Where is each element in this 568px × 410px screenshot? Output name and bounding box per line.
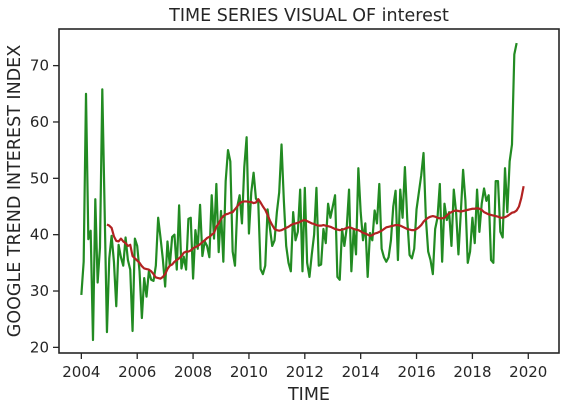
chart-title: TIME SERIES VISUAL OF interest	[168, 6, 449, 26]
y-tick-label: 70	[30, 57, 49, 75]
plot-frame	[58, 28, 560, 354]
x-tick-label: 2020	[509, 363, 547, 381]
series-line-1	[106, 185, 525, 280]
x-axis: 2004 2006 2008 2010 2012 2014 2016 2018 2020	[62, 353, 547, 381]
y-tick-label: 40	[30, 226, 49, 244]
x-tick-label: 2014	[342, 363, 380, 381]
x-axis-label: TIME	[287, 385, 330, 405]
y-tick-label: 30	[30, 282, 49, 300]
y-tick-label: 60	[30, 113, 49, 131]
x-tick-label: 2018	[453, 363, 491, 381]
x-tick-label: 2012	[286, 363, 324, 381]
y-tick-label: 20	[30, 338, 49, 356]
x-tick-label: 2008	[174, 363, 212, 381]
x-tick-label: 2010	[230, 363, 268, 381]
x-tick-label: 2006	[118, 363, 156, 381]
plot-lines	[80, 42, 525, 342]
series-line-0	[80, 42, 518, 342]
x-tick-label: 2004	[62, 363, 100, 381]
y-axis-label: GOOGLE TREND INTEREST INDEX	[5, 45, 25, 337]
y-axis: 20 30 40 50 60 70	[30, 57, 59, 356]
y-tick-label: 50	[30, 169, 49, 187]
x-tick-label: 2016	[397, 363, 435, 381]
